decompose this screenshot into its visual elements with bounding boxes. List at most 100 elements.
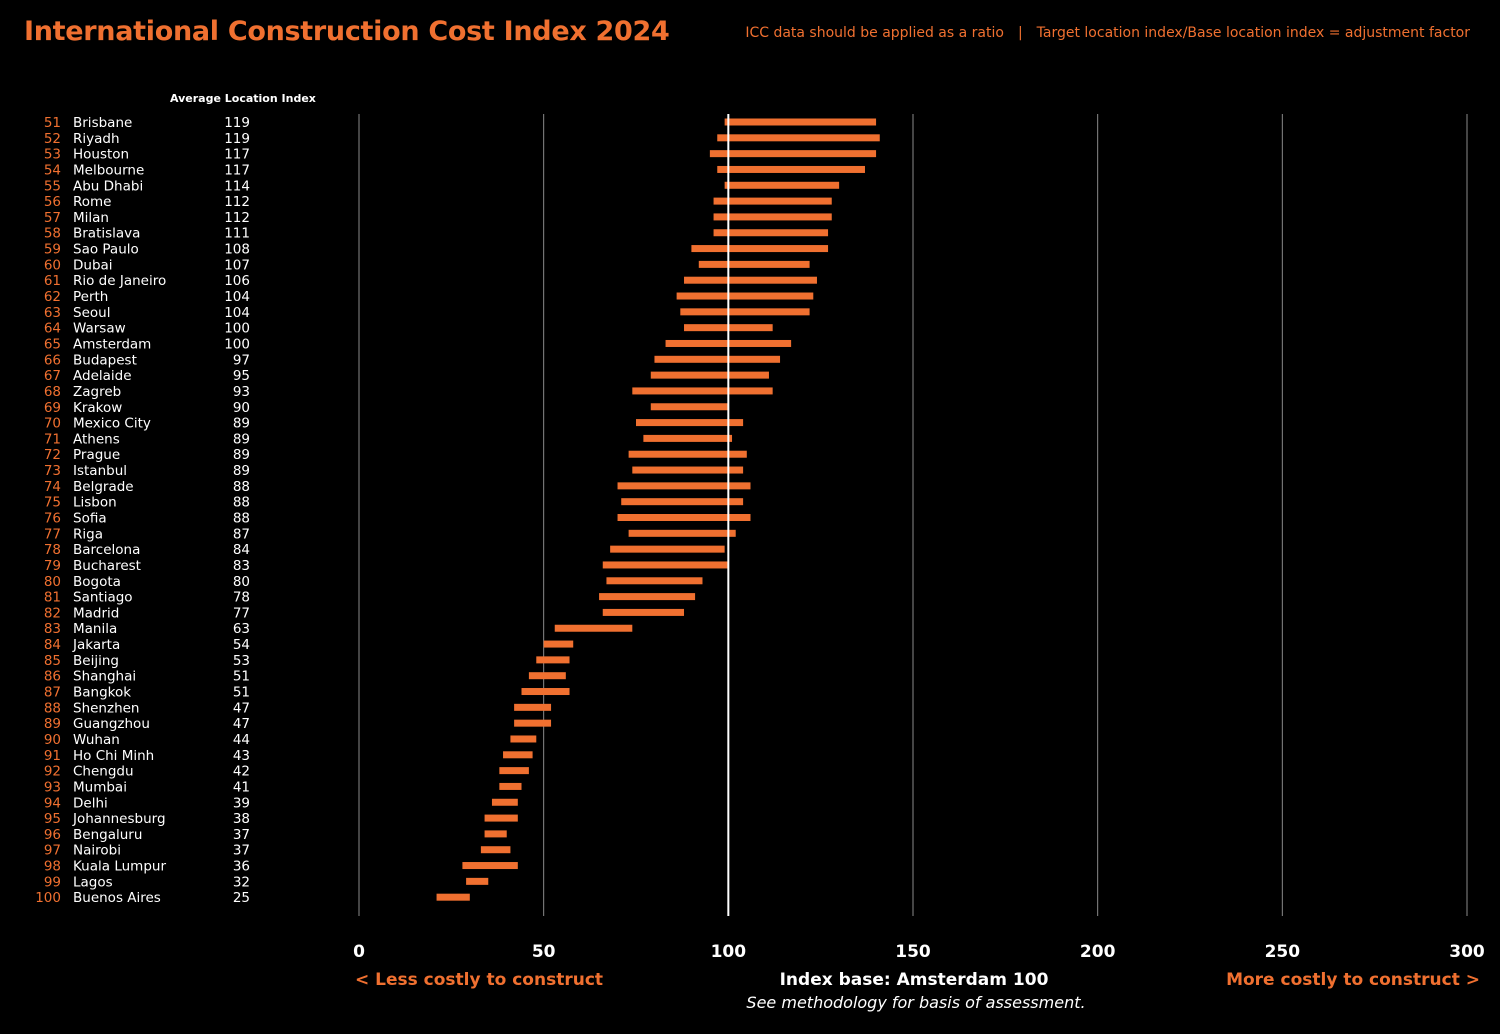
rank-label: 98 bbox=[44, 859, 61, 875]
city-label: Lagos bbox=[73, 874, 113, 890]
rank-label: 87 bbox=[44, 685, 61, 701]
range-bar bbox=[503, 751, 533, 759]
rank-label: 88 bbox=[44, 700, 61, 716]
range-bar bbox=[462, 862, 518, 870]
rank-label: 80 bbox=[44, 574, 61, 590]
city-label: Perth bbox=[73, 289, 108, 305]
range-bar bbox=[650, 403, 729, 411]
range-bar bbox=[484, 830, 507, 838]
index-value: 104 bbox=[224, 305, 250, 321]
rank-label: 55 bbox=[44, 178, 61, 194]
city-label: Seoul bbox=[73, 305, 110, 321]
city-label: Prague bbox=[73, 447, 120, 463]
range-bar bbox=[617, 514, 751, 521]
index-value: 112 bbox=[224, 210, 250, 226]
city-label: Madrid bbox=[73, 605, 119, 621]
index-value: 83 bbox=[233, 558, 250, 574]
rank-label: 68 bbox=[44, 384, 61, 400]
ratio-note: ICC data should be applied as a ratio | Ta… bbox=[745, 25, 1470, 41]
index-value: 114 bbox=[224, 178, 250, 194]
range-bar bbox=[724, 181, 840, 189]
rank-label: 94 bbox=[44, 795, 61, 811]
index-value: 51 bbox=[233, 669, 250, 685]
rank-label: 61 bbox=[44, 273, 61, 289]
x-tick-label: 300 bbox=[1449, 942, 1485, 962]
rank-label: 79 bbox=[44, 558, 61, 574]
city-label: Zagreb bbox=[73, 384, 121, 400]
rank-label: 59 bbox=[44, 242, 61, 258]
rank-label: 71 bbox=[44, 431, 61, 447]
city-label: Adelaide bbox=[73, 368, 132, 384]
range-bar bbox=[554, 624, 633, 632]
rank-label: 74 bbox=[44, 479, 61, 495]
city-label: Nairobi bbox=[73, 843, 121, 859]
index-value: 37 bbox=[233, 827, 250, 843]
rank-label: 66 bbox=[44, 352, 61, 368]
range-bar bbox=[698, 260, 810, 268]
city-label: Milan bbox=[73, 210, 109, 226]
city-label: Wuhan bbox=[73, 732, 120, 748]
index-value: 95 bbox=[233, 368, 250, 384]
x-tick-label: 200 bbox=[1080, 942, 1116, 962]
rank-label: 63 bbox=[44, 305, 61, 321]
city-label: Shanghai bbox=[73, 669, 136, 685]
range-bar bbox=[654, 355, 781, 363]
range-bar bbox=[491, 798, 518, 806]
index-value: 43 bbox=[233, 748, 250, 764]
index-value: 44 bbox=[233, 732, 250, 748]
range-bar bbox=[528, 672, 566, 680]
range-bar bbox=[632, 466, 744, 474]
rank-label: 81 bbox=[44, 590, 61, 606]
range-bar bbox=[599, 593, 696, 601]
range-bar bbox=[436, 893, 470, 901]
range-bar bbox=[466, 877, 489, 885]
city-label: Kuala Lumpur bbox=[73, 859, 166, 875]
range-bar bbox=[499, 782, 522, 790]
rank-label: 67 bbox=[44, 368, 61, 384]
city-label: Buenos Aires bbox=[73, 890, 161, 906]
range-bar bbox=[691, 245, 829, 253]
city-label: Bratislava bbox=[73, 226, 140, 242]
city-label: Lisbon bbox=[73, 495, 117, 511]
index-value: 41 bbox=[233, 779, 250, 795]
x-tick-label: 0 bbox=[353, 942, 365, 962]
range-bar bbox=[628, 450, 747, 458]
range-bar bbox=[643, 434, 733, 442]
index-value: 47 bbox=[233, 716, 250, 732]
ratio-note-left: ICC data should be applied as a ratio bbox=[745, 25, 1004, 41]
rank-label: 100 bbox=[35, 890, 61, 906]
index-value: 117 bbox=[224, 162, 250, 178]
index-value: 38 bbox=[233, 811, 250, 827]
rank-label: 73 bbox=[44, 463, 61, 479]
city-label: Abu Dhabi bbox=[73, 178, 143, 194]
rank-label: 53 bbox=[44, 147, 61, 163]
index-value: 106 bbox=[224, 273, 250, 289]
rank-label: 99 bbox=[44, 874, 61, 890]
city-label: Riyadh bbox=[73, 131, 120, 147]
city-label: Istanbul bbox=[73, 463, 127, 479]
city-label: Bangkok bbox=[73, 685, 131, 701]
range-bar bbox=[484, 814, 518, 822]
range-bar bbox=[610, 545, 725, 553]
index-value: 89 bbox=[233, 447, 250, 463]
index-value: 111 bbox=[224, 226, 250, 242]
city-label: Brisbane bbox=[73, 115, 132, 131]
rank-label: 57 bbox=[44, 210, 61, 226]
city-label: Dubai bbox=[73, 257, 113, 273]
range-bar bbox=[514, 719, 552, 727]
range-bar bbox=[628, 529, 736, 537]
x-tick-label: 150 bbox=[895, 942, 931, 962]
range-bar bbox=[676, 292, 814, 300]
index-value: 89 bbox=[233, 431, 250, 447]
rank-label: 93 bbox=[44, 779, 61, 795]
city-label: Rome bbox=[73, 194, 112, 210]
range-bar bbox=[602, 561, 729, 569]
range-bar bbox=[543, 640, 574, 648]
index-value: 32 bbox=[233, 874, 250, 890]
index-value: 112 bbox=[224, 194, 250, 210]
x-tick-label: 100 bbox=[711, 942, 747, 962]
range-bar bbox=[499, 767, 529, 775]
rank-label: 92 bbox=[44, 764, 61, 780]
rank-label: 91 bbox=[44, 748, 61, 764]
range-bar bbox=[514, 703, 552, 711]
